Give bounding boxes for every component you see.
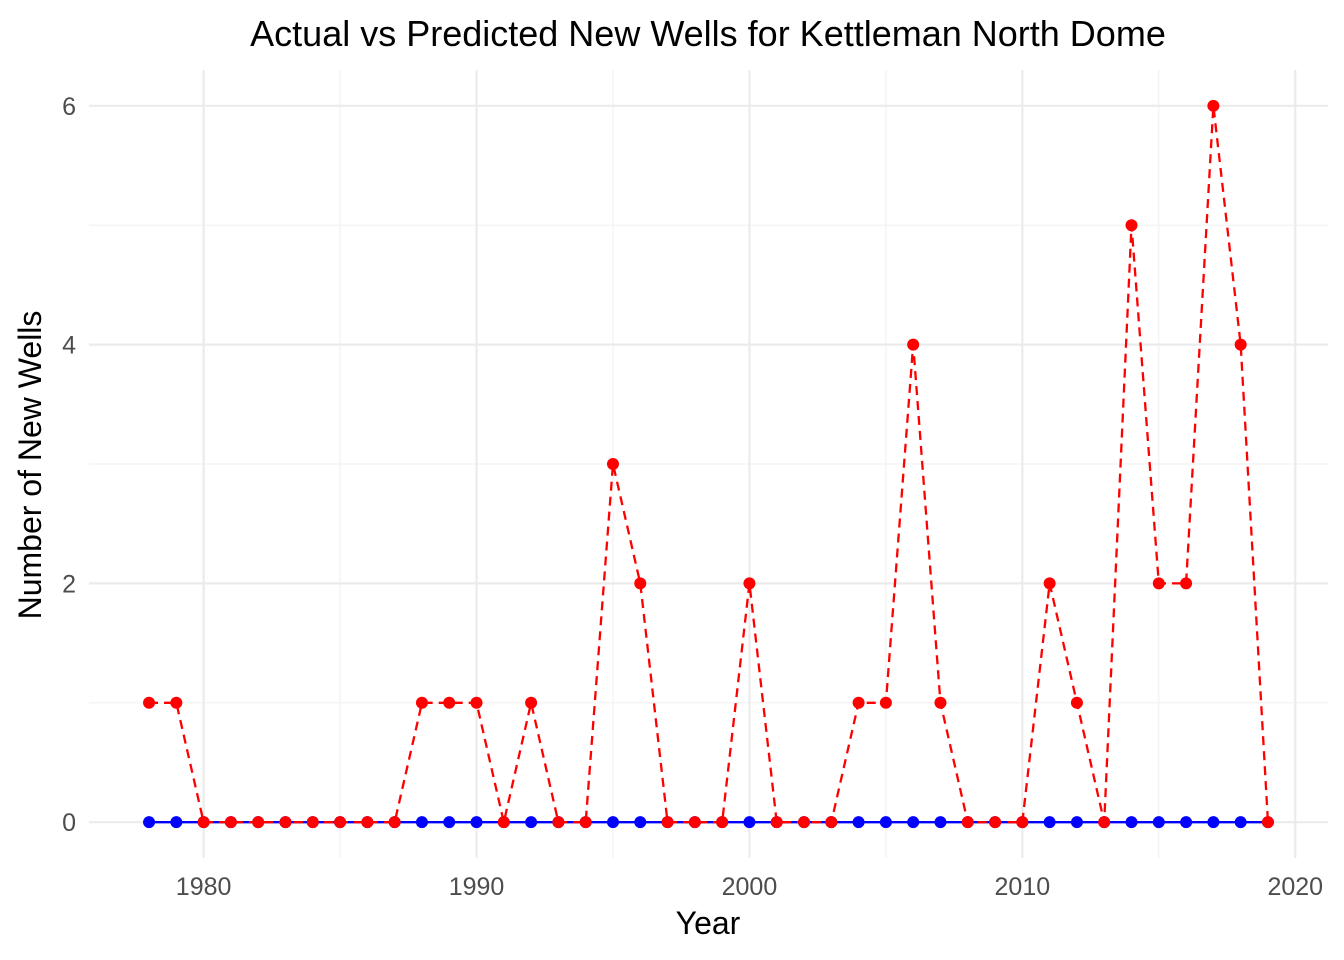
data-point	[1016, 816, 1029, 829]
data-point	[634, 816, 647, 829]
data-point	[552, 816, 565, 829]
data-point	[634, 577, 647, 590]
x-tick-label: 2000	[722, 873, 778, 901]
x-tick-label: 1990	[449, 873, 505, 901]
data-point	[934, 816, 947, 829]
data-point	[825, 816, 838, 829]
data-point	[170, 696, 183, 709]
data-point	[224, 816, 237, 829]
data-point	[798, 816, 811, 829]
y-axis-tick-labels: 0 2 4 6	[62, 93, 76, 837]
data-point	[143, 816, 156, 829]
data-point	[934, 696, 947, 709]
data-point	[361, 816, 374, 829]
data-point	[606, 816, 619, 829]
data-point	[1234, 338, 1247, 351]
data-point	[879, 696, 892, 709]
data-point	[197, 816, 210, 829]
data-point	[1234, 816, 1247, 829]
data-point	[907, 338, 920, 351]
data-point	[1261, 816, 1274, 829]
data-point	[252, 816, 265, 829]
data-point	[1070, 696, 1083, 709]
x-axis-title: Year	[676, 905, 741, 941]
data-point	[1152, 577, 1165, 590]
y-tick-label: 6	[62, 93, 76, 121]
data-point	[1207, 816, 1220, 829]
y-tick-label: 4	[62, 332, 76, 360]
data-point	[907, 816, 920, 829]
data-point	[415, 816, 428, 829]
data-point	[1043, 577, 1056, 590]
data-point	[661, 816, 674, 829]
series-1	[143, 99, 1274, 829]
y-axis-title: Number of New Wells	[12, 311, 48, 620]
data-point	[579, 816, 592, 829]
data-point	[443, 816, 456, 829]
data-point	[688, 816, 701, 829]
data-point	[525, 816, 538, 829]
data-point	[770, 816, 783, 829]
data-point	[306, 816, 319, 829]
data-point	[443, 696, 456, 709]
data-point	[170, 816, 183, 829]
data-point	[388, 816, 401, 829]
series-layer	[143, 99, 1274, 829]
chart-title: Actual vs Predicted New Wells for Kettle…	[250, 13, 1166, 54]
data-point	[716, 816, 729, 829]
y-tick-label: 2	[62, 570, 76, 598]
y-tick-label: 0	[62, 809, 76, 837]
data-point	[1180, 816, 1193, 829]
data-point	[1152, 816, 1165, 829]
x-tick-label: 1980	[176, 873, 232, 901]
data-point	[961, 816, 974, 829]
data-point	[1125, 219, 1138, 232]
data-point	[525, 696, 538, 709]
x-axis-tick-labels: 1980 1990 2000 2010 2020	[176, 873, 1323, 901]
data-point	[1207, 99, 1220, 112]
data-point	[334, 816, 347, 829]
x-tick-label: 2010	[995, 873, 1051, 901]
data-point	[143, 696, 156, 709]
data-point	[470, 696, 483, 709]
data-point	[1125, 816, 1138, 829]
data-point	[879, 816, 892, 829]
data-point	[1098, 816, 1111, 829]
x-tick-label: 2020	[1267, 873, 1323, 901]
series-line	[149, 104, 1270, 824]
data-point	[852, 816, 865, 829]
data-point	[1070, 816, 1083, 829]
data-point	[743, 816, 756, 829]
data-point	[497, 816, 510, 829]
grid-minor	[89, 70, 1328, 858]
data-point	[743, 577, 756, 590]
data-point	[279, 816, 292, 829]
data-point	[470, 816, 483, 829]
data-point	[606, 458, 619, 470]
data-point	[415, 696, 428, 709]
data-point	[1180, 577, 1193, 590]
data-point	[1043, 816, 1056, 829]
data-point	[852, 696, 865, 709]
data-point	[989, 816, 1002, 829]
